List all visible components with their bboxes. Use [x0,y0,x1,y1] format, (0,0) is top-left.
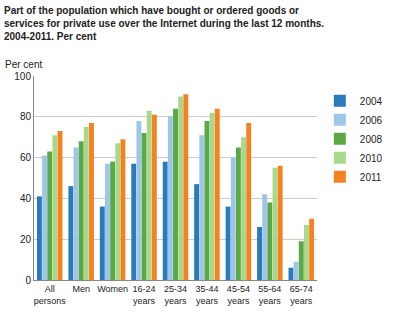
svg-text:2010: 2010 [360,153,383,164]
svg-text:100: 100 [14,71,31,82]
svg-text:80: 80 [20,111,32,122]
svg-text:Part of the population which h: Part of the population which have bought… [4,5,324,42]
svg-text:2006: 2006 [360,115,383,126]
svg-text:2004: 2004 [360,96,383,107]
svg-text:2011: 2011 [360,172,382,183]
svg-text:Women: Women [97,284,128,294]
svg-text:Allpersons: Allpersons [34,284,67,306]
svg-text:35-44years: 35-44years [195,284,218,306]
svg-text:20: 20 [20,234,32,245]
svg-text:16-24years: 16-24years [133,284,156,306]
svg-text:25-34years: 25-34years [164,284,187,306]
svg-text:Per cent: Per cent [5,59,42,70]
svg-text:65-74years: 65-74years [290,284,313,306]
svg-text:55-64years: 55-64years [258,284,281,306]
svg-text:45-54years: 45-54years [227,284,250,306]
svg-text:2008: 2008 [360,134,383,145]
svg-text:Men: Men [72,284,90,294]
svg-text:40: 40 [20,193,32,204]
svg-text:60: 60 [20,152,32,163]
svg-text:0: 0 [25,275,31,286]
